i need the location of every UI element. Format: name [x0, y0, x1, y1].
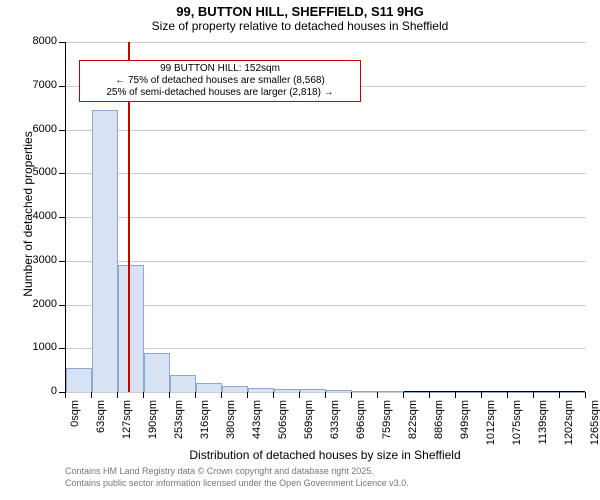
histogram-bar	[378, 391, 404, 392]
grid-line	[66, 42, 586, 43]
y-tick	[59, 217, 65, 218]
histogram-bar	[248, 388, 274, 392]
grid-line	[66, 305, 586, 306]
y-tick-label: 6000	[0, 123, 57, 135]
grid-line	[66, 173, 586, 174]
y-tick	[59, 348, 65, 349]
y-tick	[59, 305, 65, 306]
x-tick-label: 316sqm	[199, 400, 211, 454]
x-tick-label: 822sqm	[407, 400, 419, 454]
y-tick	[59, 130, 65, 131]
y-tick	[59, 261, 65, 262]
x-tick	[247, 392, 248, 398]
annotation-line-3: 25% of semi-detached houses are larger (…	[84, 87, 356, 99]
x-tick-label: 886sqm	[433, 400, 445, 454]
x-tick	[559, 392, 560, 398]
histogram-bar	[534, 392, 560, 393]
x-tick-label: 1265sqm	[589, 400, 600, 454]
histogram-bar	[170, 375, 196, 393]
x-tick	[143, 392, 144, 398]
histogram-bar	[300, 389, 326, 392]
x-tick	[195, 392, 196, 398]
footer-copyright: Contains HM Land Registry data © Crown c…	[65, 466, 374, 476]
y-tick	[59, 42, 65, 43]
x-tick	[325, 392, 326, 398]
y-tick-label: 4000	[0, 210, 57, 222]
y-tick-label: 3000	[0, 254, 57, 266]
x-tick	[351, 392, 352, 398]
histogram-bar	[404, 392, 430, 393]
x-tick-label: 1139sqm	[537, 400, 549, 454]
x-tick	[507, 392, 508, 398]
x-tick	[299, 392, 300, 398]
property-histogram-chart: 99, BUTTON HILL, SHEFFIELD, S11 9HG Size…	[0, 0, 600, 500]
x-tick	[91, 392, 92, 398]
x-tick-label: 949sqm	[459, 400, 471, 454]
y-tick-label: 8000	[0, 35, 57, 47]
histogram-bar	[430, 392, 456, 393]
histogram-bar	[482, 392, 508, 393]
histogram-bar	[326, 390, 352, 392]
x-axis-title: Distribution of detached houses by size …	[65, 448, 585, 462]
x-tick-label: 190sqm	[147, 400, 159, 454]
annotation-line-2: ← 75% of detached houses are smaller (8,…	[84, 75, 356, 87]
y-tick-label: 2000	[0, 298, 57, 310]
x-tick	[429, 392, 430, 398]
x-tick	[221, 392, 222, 398]
x-tick	[585, 392, 586, 398]
histogram-bar	[118, 265, 144, 392]
x-tick-label: 1202sqm	[563, 400, 575, 454]
x-tick-label: 253sqm	[173, 400, 185, 454]
chart-subtitle: Size of property relative to detached ho…	[0, 19, 600, 33]
grid-line	[66, 348, 586, 349]
histogram-bar	[274, 389, 300, 393]
x-tick	[533, 392, 534, 398]
x-tick-label: 506sqm	[277, 400, 289, 454]
y-tick-label: 0	[0, 385, 57, 397]
histogram-bar	[222, 386, 248, 392]
histogram-bar	[456, 392, 482, 393]
x-tick-label: 127sqm	[121, 400, 133, 454]
x-tick	[65, 392, 66, 398]
y-tick-label: 7000	[0, 79, 57, 91]
histogram-bar	[508, 392, 534, 393]
x-tick	[273, 392, 274, 398]
chart-title: 99, BUTTON HILL, SHEFFIELD, S11 9HG	[0, 0, 600, 19]
y-tick	[59, 173, 65, 174]
histogram-bar	[352, 391, 378, 392]
annotation-box: 99 BUTTON HILL: 152sqm ← 75% of detached…	[79, 60, 361, 102]
x-tick-label: 380sqm	[225, 400, 237, 454]
x-tick	[403, 392, 404, 398]
x-tick	[169, 392, 170, 398]
histogram-bar	[144, 353, 170, 392]
histogram-bar	[66, 368, 92, 392]
x-tick	[455, 392, 456, 398]
x-tick	[377, 392, 378, 398]
x-tick	[481, 392, 482, 398]
x-tick-label: 569sqm	[303, 400, 315, 454]
x-tick-label: 1012sqm	[485, 400, 497, 454]
y-tick	[59, 86, 65, 87]
x-tick-label: 63sqm	[95, 400, 107, 454]
histogram-bar	[196, 383, 222, 392]
footer-licence: Contains public sector information licen…	[65, 478, 409, 488]
histogram-bar	[92, 110, 118, 392]
y-tick-label: 5000	[0, 166, 57, 178]
x-tick-label: 633sqm	[329, 400, 341, 454]
x-tick-label: 443sqm	[251, 400, 263, 454]
histogram-bar	[560, 392, 586, 393]
x-tick-label: 1075sqm	[511, 400, 523, 454]
annotation-line-1: 99 BUTTON HILL: 152sqm	[84, 63, 356, 75]
y-tick-label: 1000	[0, 341, 57, 353]
x-tick-label: 696sqm	[355, 400, 367, 454]
grid-line	[66, 261, 586, 262]
x-tick	[117, 392, 118, 398]
grid-line	[66, 217, 586, 218]
x-tick-label: 759sqm	[381, 400, 393, 454]
grid-line	[66, 130, 586, 131]
x-tick-label: 0sqm	[69, 400, 81, 454]
